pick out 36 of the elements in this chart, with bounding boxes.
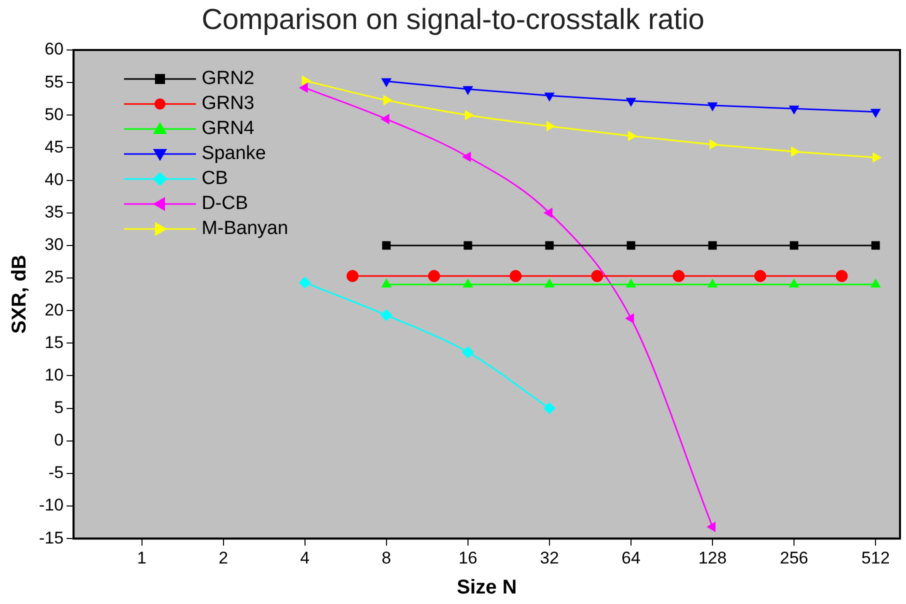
x-axis-title: Size N bbox=[456, 576, 517, 599]
x-tick-label: 128 bbox=[698, 548, 727, 568]
y-tick-label: 35 bbox=[44, 202, 64, 222]
y-tick-label: 10 bbox=[44, 365, 64, 384]
x-tick-label: 16 bbox=[458, 548, 478, 568]
legend-label: GRN3 bbox=[202, 92, 254, 114]
x-tick-label: 64 bbox=[622, 548, 640, 568]
x-tick-label: 4 bbox=[300, 548, 310, 568]
y-tick-label: 60 bbox=[44, 40, 64, 59]
legend-label: D-CB bbox=[202, 192, 248, 214]
y-tick-label: -10 bbox=[38, 496, 64, 515]
y-tick-label: 5 bbox=[54, 398, 64, 417]
x-tick-label: 2 bbox=[218, 548, 228, 568]
legend-label: CB bbox=[202, 168, 228, 190]
legend-label: GRN2 bbox=[202, 68, 254, 90]
y-axis-title: SXR, dB bbox=[8, 254, 31, 334]
y-tick-label: 55 bbox=[44, 72, 64, 92]
x-tick-label: 8 bbox=[382, 548, 392, 568]
y-tick-label: 0 bbox=[54, 430, 64, 450]
x-tick-label: 256 bbox=[780, 548, 808, 568]
y-tick-label: 20 bbox=[44, 300, 64, 320]
y-tick-label: 50 bbox=[44, 104, 64, 124]
x-tick-label: 512 bbox=[861, 548, 890, 568]
y-tick-label: 30 bbox=[44, 235, 64, 254]
x-tick-label: 32 bbox=[540, 548, 559, 568]
y-tick-label: 15 bbox=[44, 332, 64, 352]
y-tick-label: -15 bbox=[38, 528, 64, 548]
legend-label: Spanke bbox=[202, 142, 266, 164]
legend-label: M-Banyan bbox=[202, 218, 288, 240]
y-tick-label: -5 bbox=[48, 463, 64, 482]
y-tick-label: 40 bbox=[44, 170, 64, 189]
x-tick-label: 1 bbox=[137, 548, 147, 568]
legend-label: GRN4 bbox=[202, 118, 254, 140]
y-tick-label: 45 bbox=[44, 137, 64, 156]
chart-title: Comparison on signal-to-crosstalk ratio bbox=[200, 4, 706, 37]
y-tick-label: 25 bbox=[44, 268, 64, 287]
